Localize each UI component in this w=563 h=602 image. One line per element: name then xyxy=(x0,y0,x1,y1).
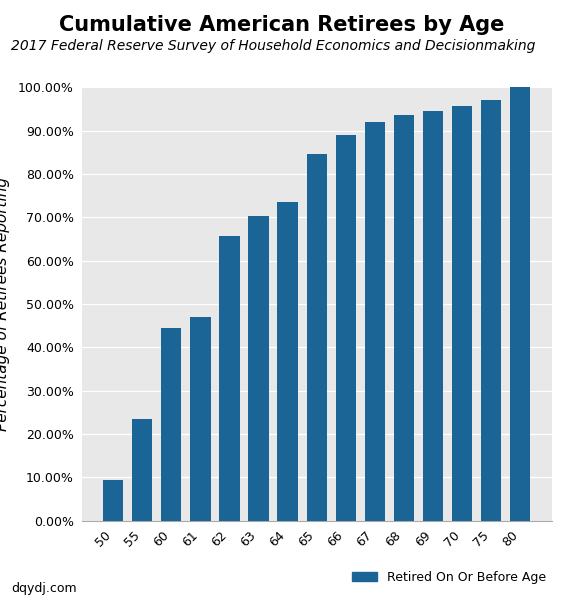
Bar xyxy=(510,87,530,521)
Bar xyxy=(132,420,153,521)
Legend: Retired On Or Before Age: Retired On Or Before Age xyxy=(347,565,551,589)
Bar xyxy=(306,154,327,521)
Bar xyxy=(190,317,211,521)
Bar xyxy=(481,100,501,521)
Bar xyxy=(103,480,123,521)
Bar xyxy=(220,237,240,521)
Bar xyxy=(248,216,269,521)
Bar xyxy=(452,107,472,521)
Y-axis label: Percentage of Retirees Reporting: Percentage of Retirees Reporting xyxy=(0,177,10,431)
Bar xyxy=(336,134,356,521)
Bar xyxy=(365,122,385,521)
Text: 2017 Federal Reserve Survey of Household Economics and Decisionmaking: 2017 Federal Reserve Survey of Household… xyxy=(11,39,535,53)
Bar xyxy=(278,202,298,521)
Text: dqydj.com: dqydj.com xyxy=(11,582,77,595)
Text: Cumulative American Retirees by Age: Cumulative American Retirees by Age xyxy=(59,15,504,35)
Bar xyxy=(161,328,181,521)
Bar xyxy=(423,111,443,521)
Bar xyxy=(394,116,414,521)
